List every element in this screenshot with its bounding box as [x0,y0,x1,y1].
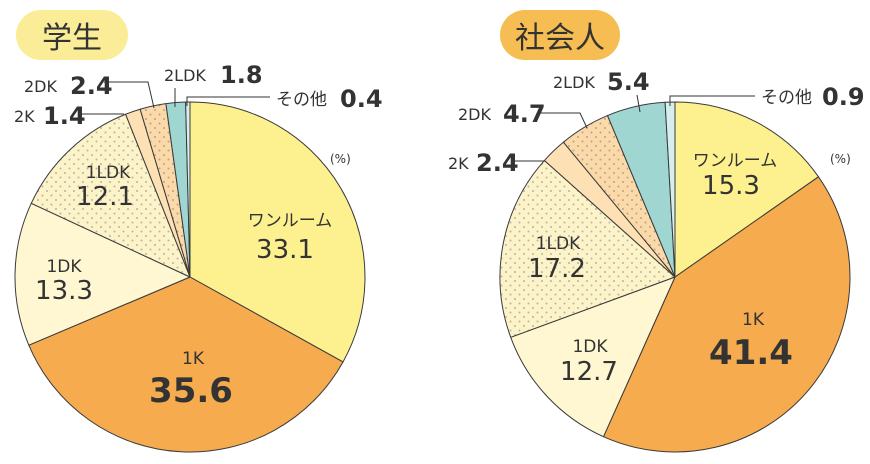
right-label-2k-value: 2.4 [476,149,519,177]
left-label-1k-value: 35.6 [149,371,233,411]
left-label-2ldk-value: 1.8 [220,61,263,89]
left-label-2ldk-name: 2LDK [164,66,206,85]
left-label-1dk-value: 13.3 [35,276,93,306]
right-label-2k-name: 2K [448,154,469,173]
left-label-1dk-name: 1DK [46,257,82,277]
right-label-1k-name: 1K [742,310,765,330]
right-label-1ldk-name: 1LDK [536,234,581,254]
right-label-other-value: 0.9 [822,83,865,111]
left-label-1ldk-value: 12.1 [76,182,134,212]
student-slice-1dk [14,202,191,346]
worker-pie [499,101,851,453]
student-pie [14,101,366,453]
right-label-oneroom-value: 15.3 [702,171,760,201]
left-label-2k-value: 1.4 [43,102,86,130]
right-label-1dk-value: 12.7 [560,357,618,387]
left-label-2dk-value: 2.4 [70,72,113,100]
worker-slice-1dk [510,276,676,438]
right-label-1k-value: 41.4 [709,333,793,373]
left-label-1ldk-name: 1LDK [86,163,131,183]
left-label-other-name: その他 [276,90,327,110]
student-slice-1ldk [30,113,191,278]
left-label-other-value: 0.4 [340,85,383,113]
right-leader-other [669,95,755,106]
right-label-1ldk-value: 17.2 [528,254,586,284]
student-slice-1k [28,276,344,453]
right-label-2ldk-name: 2LDK [553,73,595,92]
right-label-2ldk-value: 5.4 [607,68,650,96]
right-label-oneroom-name: ワンルーム [693,151,778,171]
right-label-2dk-value: 4.7 [503,100,546,128]
left-leader-other [186,96,270,106]
right-leader-2ldk [636,94,641,113]
right-leader-2dk [538,112,588,129]
worker-slice-1k [602,176,851,453]
worker-title-badge: 社会人 [500,10,620,60]
student-slice-oneroom [189,101,366,363]
student-title-badge: 学生 [16,10,128,60]
left-label-1k-name: 1K [182,349,205,369]
right-label-other-name: その他 [761,88,812,108]
worker-slice-oneroom [674,101,819,278]
unit-label-right: (%) [830,152,851,166]
right-label-2dk-name: 2DK [458,105,492,124]
left-label-2dk-name: 2DK [24,77,58,96]
left-label-oneroom-value: 33.1 [256,235,314,265]
right-label-1dk-name: 1DK [572,337,608,357]
left-label-oneroom-name: ワンルーム [248,211,333,231]
left-leader-2dk [104,81,155,109]
student-slice-other [185,101,191,278]
left-label-2k-name: 2K [14,107,35,126]
unit-label-left: (%) [330,152,351,166]
worker-slice-1ldk [499,159,676,338]
